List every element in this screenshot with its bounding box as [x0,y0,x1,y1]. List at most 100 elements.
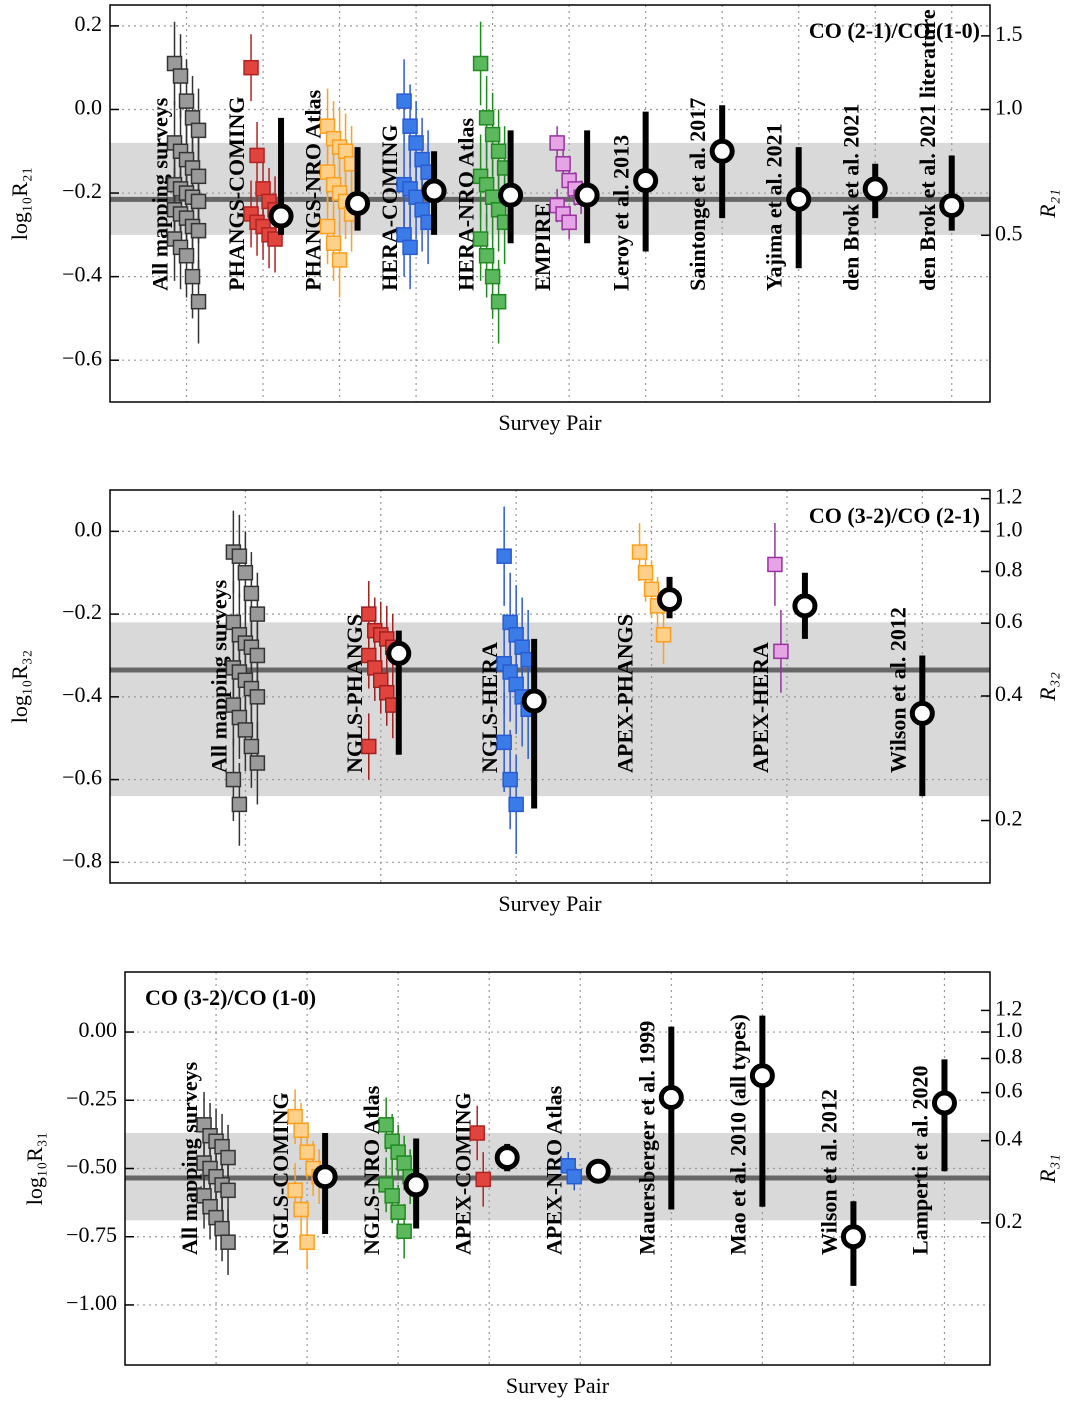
median-marker [268,203,294,229]
data-point [378,1117,394,1133]
median-marker [585,1158,611,1184]
y-tick-label: 0.2 [75,11,103,36]
data-point [655,627,672,643]
y2-tick-label: 0.2 [995,1208,1023,1233]
data-point [249,606,266,622]
y-tick-label: 0.0 [75,516,103,541]
plot-frame [109,489,991,884]
data-point [231,796,248,813]
y2-tick-label: 1.2 [995,995,1023,1020]
data-point [643,581,660,598]
data-point [184,268,201,285]
median-marker [709,138,735,164]
y-tick-label: 0.0 [75,95,103,120]
group-label: Mao et al. 2010 (all types) [725,1014,750,1255]
group-label: All mapping surveys [206,579,231,773]
y2-tick-label: 0.2 [995,806,1023,831]
y2-axis-label: R₂₁ [1035,189,1060,219]
data-point [408,135,424,151]
y2-axis-label: R₃₁ [1035,1154,1060,1184]
data-point [249,647,266,664]
y-tick-label: −0.2 [62,178,102,203]
median-marker [909,700,935,726]
data-point [293,1122,309,1139]
data-point [190,293,207,310]
data-point [214,1220,230,1237]
data-point [237,564,254,581]
data-point [190,193,207,210]
data-point [472,231,489,247]
data-point [243,585,260,602]
group-label: PHANGS-COMING [224,97,249,291]
group-label: HERA-NRO Atlas [454,117,479,290]
data-point [178,93,195,109]
median-marker [840,1224,866,1250]
median-marker [862,176,888,202]
data-point [287,1182,303,1199]
data-point [490,143,507,160]
data-point [178,247,195,264]
y2-tick-label: 1.5 [995,21,1023,46]
median-marker [931,1090,957,1116]
data-point [190,168,207,185]
data-point [631,544,648,560]
data-point [293,1201,309,1218]
group-label: Lamperti et al. 2020 [908,1066,933,1255]
data-point [267,231,283,247]
data-point [402,239,418,256]
data-point [496,734,512,751]
data-point [469,1125,485,1141]
data-point [325,235,342,251]
y-axis-label: log₁₀R₃₁ [22,1132,47,1205]
data-point [484,268,501,285]
median-marker [386,640,412,666]
group-label: APEX-PHANGS [613,614,638,773]
median-marker [939,193,965,219]
data-point [287,1108,303,1125]
data-point [396,1155,412,1171]
group-label: Wilson et al. 2012 [885,607,910,773]
group-label: Mauersberger et al. 1999 [634,1021,659,1255]
data-point [243,738,260,755]
data-point [566,1168,583,1185]
data-point [243,59,259,76]
y-axis-label: log₁₀R₃₂ [7,650,32,723]
group-label: HERA-COMING [377,125,402,291]
median-marker [792,593,818,619]
group-label: All mapping surveys [148,97,173,291]
median-marker [786,186,812,212]
y-tick-label: −0.6 [62,345,102,370]
data-point [508,796,524,813]
group-label: APEX-HERA [748,642,773,773]
y2-tick-label: 0.5 [995,220,1023,245]
group-label: den Brok et al. 2021 [838,104,863,291]
median-marker [498,182,524,208]
group-label: Wilson et al. 2012 [816,1089,841,1255]
data-point [249,689,266,705]
y2-tick-label: 1.0 [995,516,1023,541]
data-point [767,556,783,573]
median-marker [657,587,683,613]
annotation: CO (2-1)/CO (1-0) [809,18,980,43]
y-tick-label: −1.00 [66,1290,117,1315]
data-point [402,118,418,134]
data-point [390,1204,406,1220]
x-axis-label: Survey Pair [498,891,602,916]
y-tick-label: −0.50 [66,1154,117,1179]
data-point [220,1234,236,1250]
y2-tick-label: 0.4 [995,1126,1023,1151]
data-point [361,606,377,622]
group-label: APEX-COMING [450,1092,475,1255]
annotation: CO (3-2)/CO (1-0) [145,985,316,1010]
y2-axis-label: R₃₂ [1035,672,1060,702]
data-point [220,1182,236,1199]
data-point [237,722,254,738]
data-point [484,126,501,143]
y2-tick-label: 0.6 [995,1078,1023,1103]
annotation: CO (3-2)/CO (2-1) [809,503,980,528]
y2-tick-label: 1.0 [995,1017,1023,1042]
data-point [472,55,489,72]
data-point [172,68,189,84]
data-point [396,93,412,109]
